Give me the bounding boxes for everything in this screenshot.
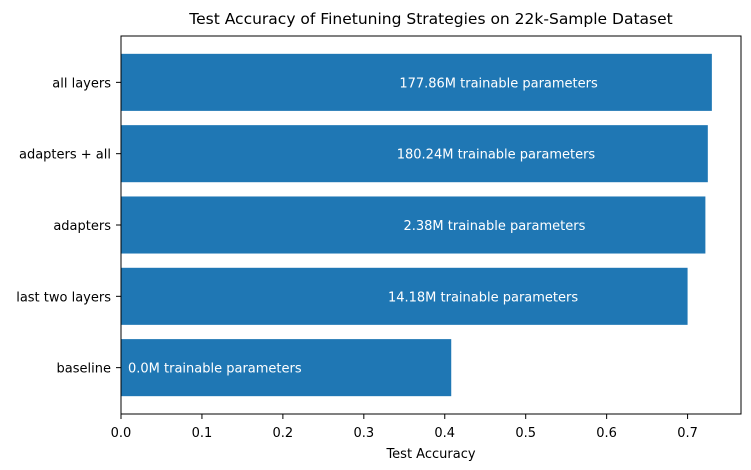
- x-tick-label: 0.6: [596, 426, 617, 441]
- y-tick-label: last two layers: [16, 290, 111, 305]
- x-tick-label: 0.0: [111, 426, 132, 441]
- x-tick-label: 0.2: [273, 426, 294, 441]
- bar: [121, 267, 688, 325]
- x-tick-label: 0.7: [677, 426, 698, 441]
- plot-area: 177.86M trainable parameters all layers 18…: [16, 35, 742, 441]
- bar-annotation: 177.86M trainable parameters: [399, 76, 598, 91]
- bar: [121, 196, 706, 254]
- bar: [121, 125, 708, 183]
- y-tick-label: adapters + all: [19, 148, 111, 163]
- y-tick-label: all layers: [52, 76, 111, 91]
- x-tick-label: 0.5: [515, 426, 536, 441]
- bar: [121, 53, 712, 111]
- bar-annotation: 14.18M trainable parameters: [388, 290, 578, 305]
- x-tick-label: 0.3: [353, 426, 374, 441]
- y-tick-label: adapters: [53, 219, 111, 234]
- y-tick-label: baseline: [57, 362, 111, 377]
- bar: [121, 339, 452, 397]
- bar-annotation: 0.0M trainable parameters: [128, 362, 302, 377]
- axes-frame: [120, 35, 742, 415]
- x-tick-label: 0.1: [192, 426, 213, 441]
- x-tick-label: 0.4: [434, 426, 455, 441]
- bar-annotation: 180.24M trainable parameters: [397, 148, 596, 163]
- chart-title: Test Accuracy of Finetuning Strategies o…: [188, 10, 672, 28]
- x-axis-label: Test Accuracy: [385, 447, 475, 462]
- bar-annotation: 2.38M trainable parameters: [403, 219, 585, 234]
